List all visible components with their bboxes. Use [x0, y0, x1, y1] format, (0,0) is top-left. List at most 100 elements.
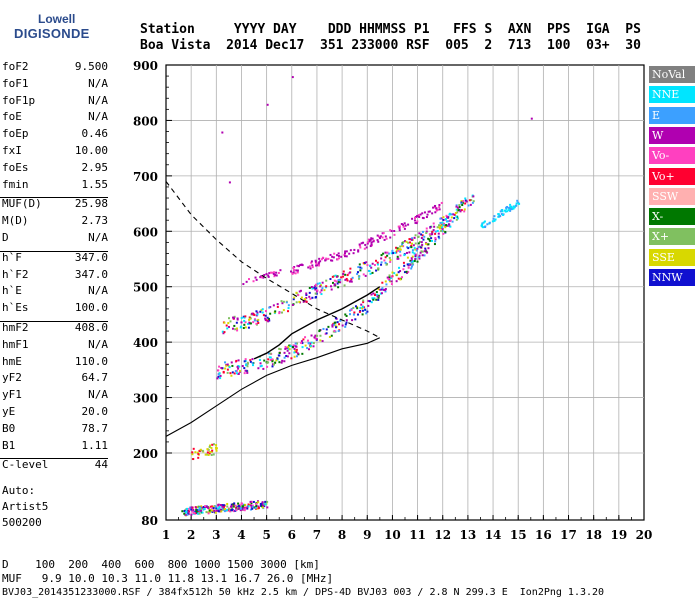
- echo-point: [202, 506, 205, 509]
- echo-point: [348, 313, 351, 316]
- logo-lowell: Lowell: [38, 12, 76, 26]
- echo-point: [405, 270, 408, 273]
- echo-point: [435, 207, 438, 210]
- echo-point: [230, 503, 233, 506]
- echo-point: [380, 288, 383, 291]
- echo-point: [423, 211, 426, 214]
- echo-point: [331, 324, 334, 327]
- echo-point: [390, 275, 393, 278]
- echo-point: [423, 235, 426, 238]
- echo-point: [216, 507, 219, 510]
- echo-point: [341, 324, 344, 327]
- echo-point: [421, 254, 424, 257]
- echo-point: [419, 251, 422, 254]
- echo-point: [251, 504, 254, 507]
- echo-point: [388, 274, 391, 277]
- echo-point: [210, 446, 213, 449]
- echo-point: [404, 224, 407, 227]
- echo-point: [450, 213, 453, 216]
- echo-point: [455, 215, 458, 218]
- echo-point: [327, 257, 330, 260]
- echo-point: [455, 218, 458, 221]
- echo-point: [403, 264, 406, 267]
- param-value: N/A: [88, 76, 108, 90]
- echo-point: [426, 213, 429, 216]
- echo-point: [206, 448, 209, 451]
- echo-point: [295, 345, 298, 348]
- echo-point: [239, 509, 242, 512]
- echo-point: [200, 505, 203, 508]
- echo-point: [197, 508, 200, 511]
- echo-point: [384, 235, 387, 238]
- echo-point: [342, 275, 345, 278]
- echo-point: [201, 506, 204, 509]
- echo-point: [259, 503, 262, 506]
- echo-point: [345, 314, 348, 317]
- echo-point: [264, 314, 267, 317]
- echo-point: [386, 254, 389, 257]
- echo-point: [510, 208, 513, 211]
- echo-point: [420, 237, 423, 240]
- echo-point: [296, 269, 299, 272]
- echo-point: [330, 259, 333, 262]
- echo-point: [262, 276, 265, 279]
- echo-point: [439, 217, 442, 220]
- echo-point: [190, 508, 193, 511]
- param-row: yF2 64.7: [2, 371, 108, 388]
- echo-point: [308, 291, 311, 294]
- echo-point: [330, 334, 333, 337]
- echo-point: [385, 263, 388, 266]
- echo-point: [396, 247, 399, 250]
- echo-point: [432, 229, 435, 232]
- param-row: foE N/A: [2, 110, 108, 127]
- echo-point: [191, 510, 194, 513]
- echo-point: [399, 245, 402, 248]
- param-value: N/A: [88, 231, 108, 244]
- y-tick-label: 900: [133, 59, 158, 73]
- echo-point: [249, 508, 252, 511]
- echo-point: [310, 334, 313, 337]
- echo-point: [446, 216, 449, 219]
- echo-point: [425, 227, 428, 230]
- echo-point: [240, 502, 243, 505]
- echo-point: [240, 321, 243, 324]
- echo-point: [210, 506, 213, 509]
- echo-point: [300, 341, 303, 344]
- echo-point: [226, 505, 229, 508]
- x-tick-label: 16: [535, 528, 552, 542]
- echo-point: [259, 365, 262, 368]
- echo-point: [241, 505, 244, 508]
- echo-point: [320, 258, 323, 261]
- y-tick-label: 600: [133, 225, 158, 239]
- echo-point: [243, 372, 246, 375]
- echo-point: [288, 344, 291, 347]
- echo-point: [187, 511, 190, 514]
- echo-point: [428, 210, 431, 213]
- echo-point: [390, 276, 393, 279]
- echo-point: [271, 271, 274, 274]
- param-value: 10.00: [74, 144, 108, 157]
- echo-point: [356, 272, 359, 275]
- echo-point: [245, 369, 248, 372]
- echo-point: [393, 272, 396, 275]
- echo-point: [314, 284, 317, 287]
- echo-point: [214, 511, 217, 514]
- echo-point: [367, 299, 370, 302]
- echo-point: [266, 103, 269, 106]
- echo-point: [309, 267, 312, 270]
- echo-point: [291, 346, 294, 349]
- echo-point: [226, 327, 229, 330]
- echo-point: [299, 263, 302, 266]
- echo-point: [229, 372, 232, 375]
- echo-point: [433, 206, 436, 209]
- echo-point: [377, 240, 380, 243]
- echo-point: [244, 507, 247, 510]
- y-tick-label: 500: [133, 281, 158, 295]
- echo-point: [293, 347, 296, 350]
- echo-point: [312, 345, 315, 348]
- echo-point: [369, 265, 372, 268]
- echo-point: [329, 278, 332, 281]
- echo-point: [183, 512, 186, 515]
- echo-point: [457, 209, 460, 212]
- echo-point: [461, 204, 464, 207]
